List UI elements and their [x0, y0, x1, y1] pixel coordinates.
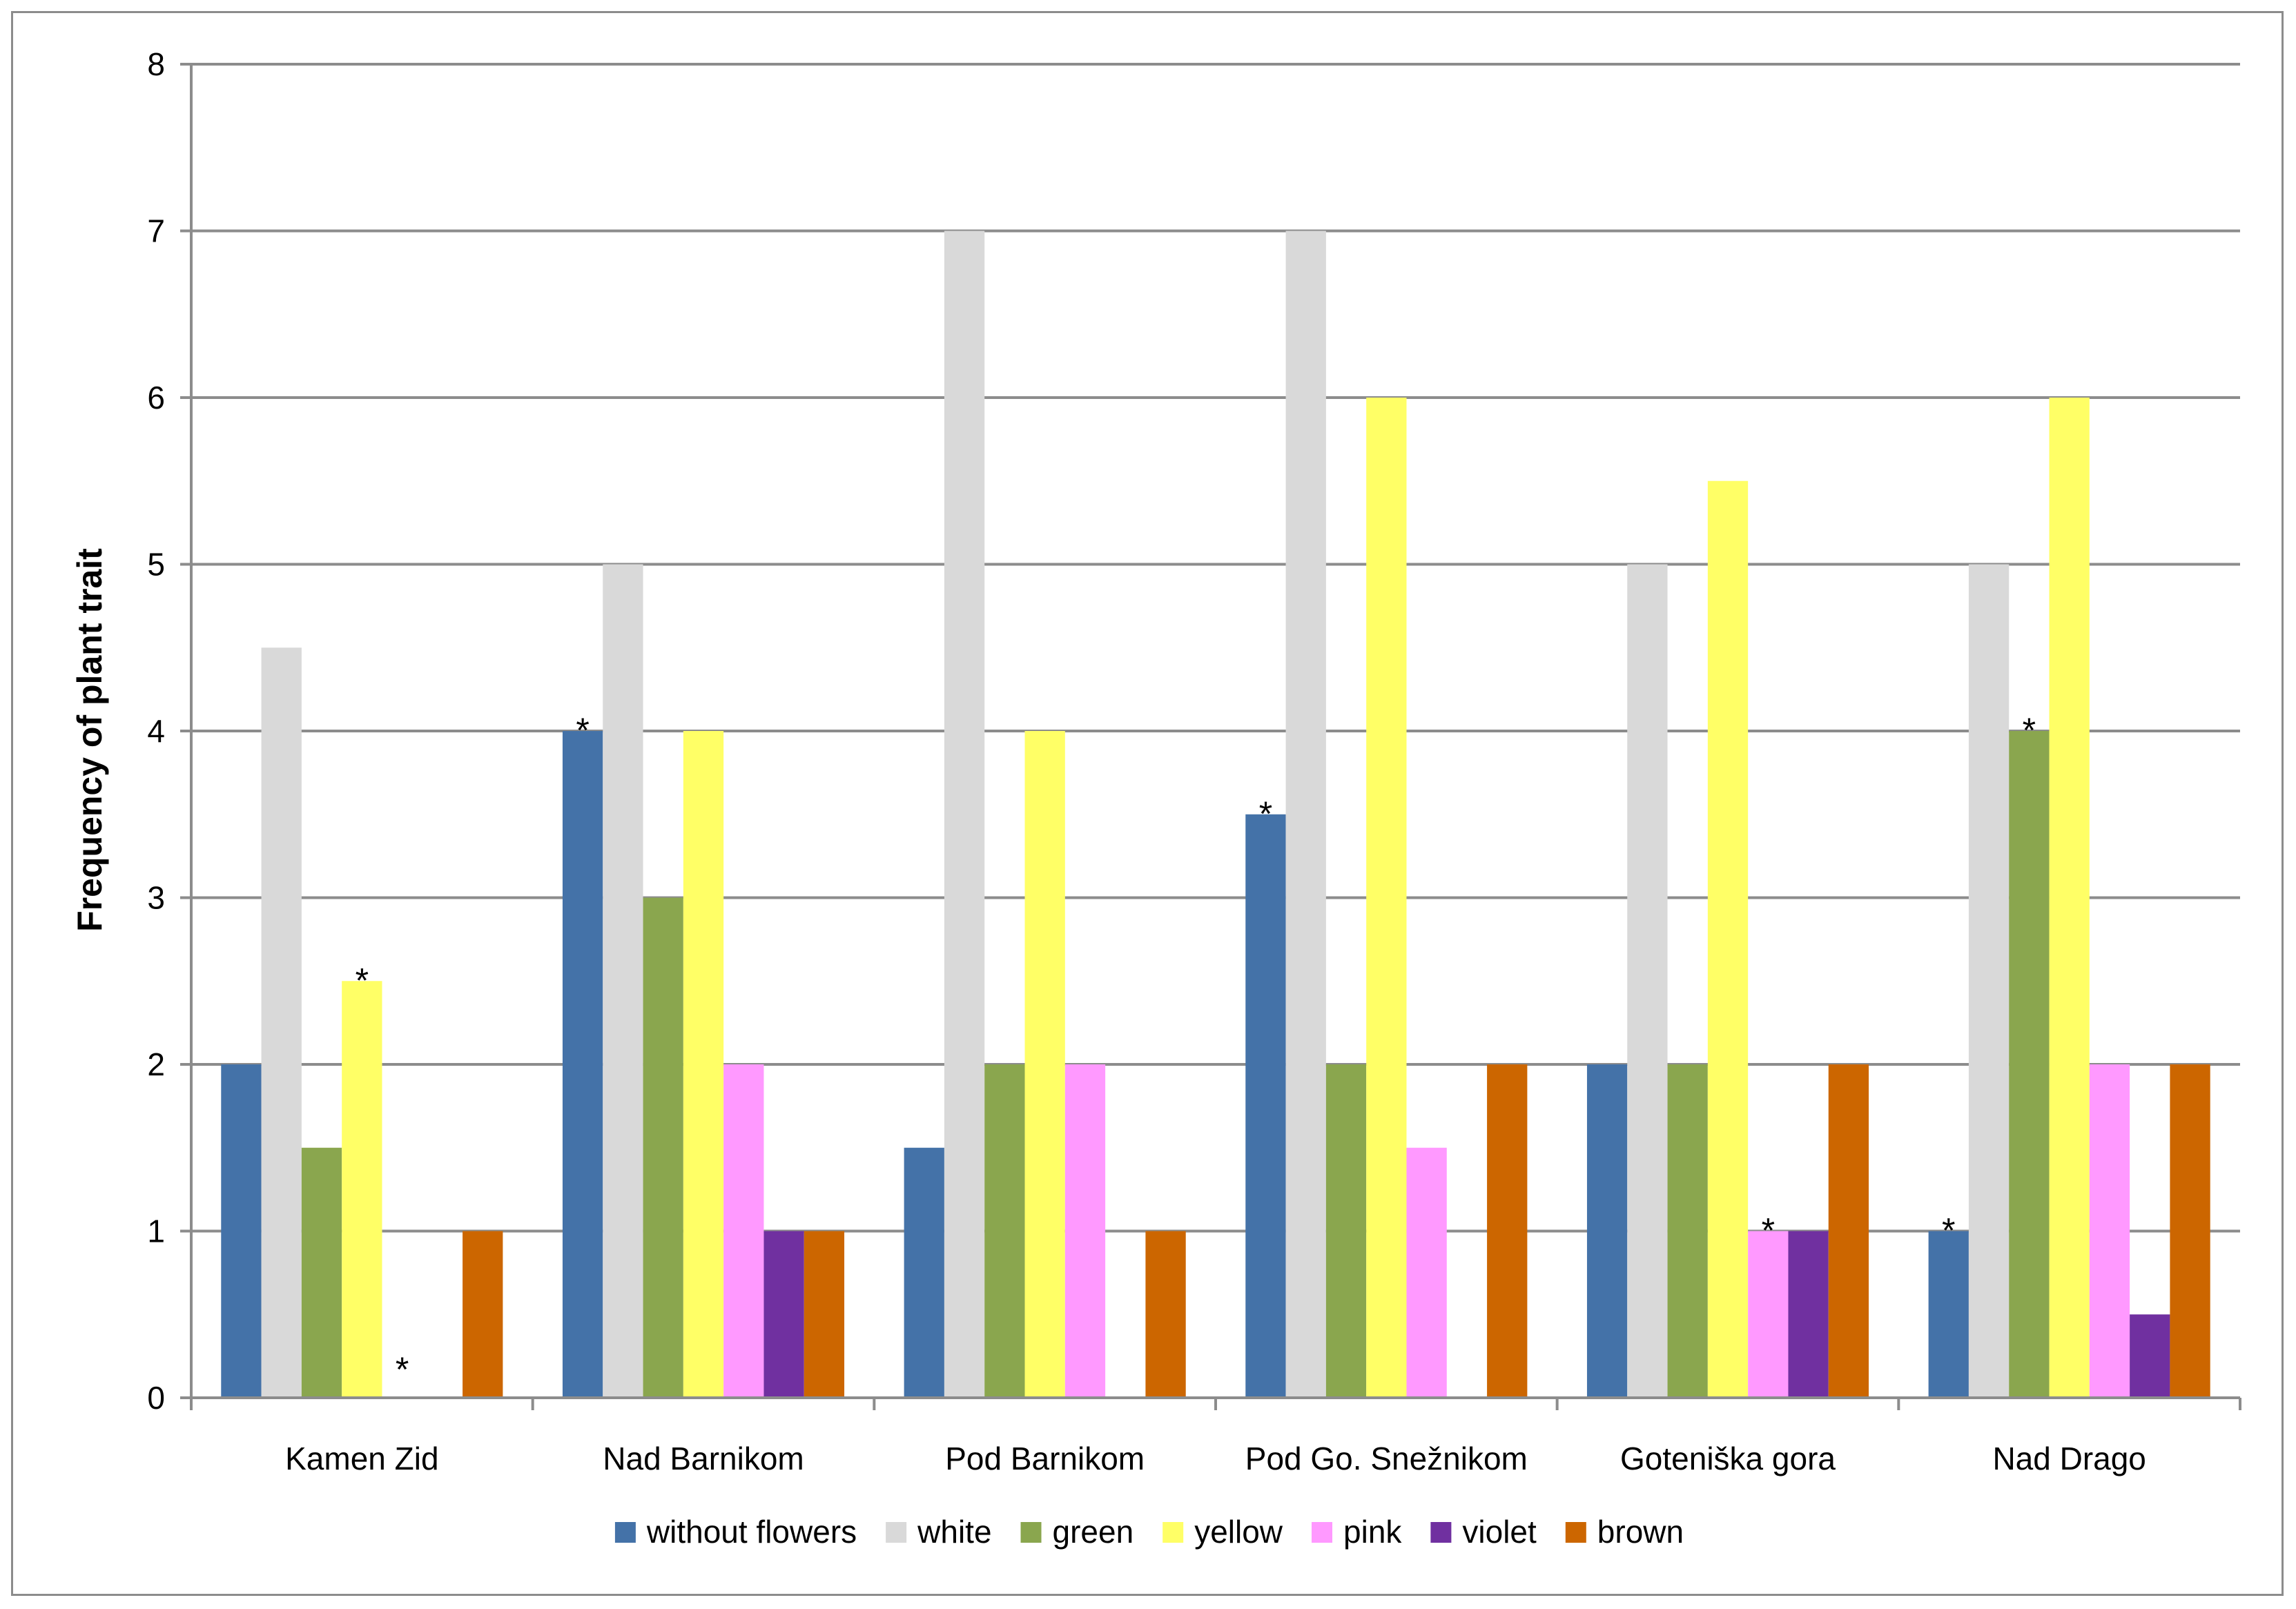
legend-item-without-flowers: without flowers [614, 1514, 857, 1550]
x-tick-label: Nad Drago [1992, 1441, 2146, 1476]
y-tick-label: 5 [147, 547, 165, 583]
y-tick-label: 2 [147, 1046, 165, 1082]
bar-white-0 [261, 647, 302, 1398]
y-tick-label: 0 [147, 1380, 165, 1416]
legend-swatch [1162, 1522, 1184, 1543]
bar-white-4 [1627, 564, 1668, 1398]
bar-yellow-1 [683, 731, 724, 1398]
significance-star: * [2023, 711, 2036, 750]
legend-swatch [1565, 1522, 1586, 1543]
x-tick-labels: Kamen Zid Nad Barnikom Pod Barnikom Pod Go.… [285, 1441, 2146, 1476]
bar-without-flowers-1 [562, 731, 603, 1398]
bar-green-2 [984, 1064, 1025, 1398]
x-tick-label: Pod Go. Snežnikom [1245, 1441, 1528, 1476]
y-tick-label: 3 [147, 880, 165, 916]
bar-without-flowers-5 [1928, 1231, 1969, 1398]
x-tick-label: Pod Barnikom [945, 1441, 1145, 1476]
significance-star: * [576, 711, 589, 750]
x-tick-label: Nad Barnikom [603, 1441, 804, 1476]
significance-star: * [1259, 794, 1272, 833]
bar-without-flowers-3 [1245, 814, 1286, 1398]
legend-label: violet [1462, 1514, 1537, 1550]
legend-item-pink: pink [1312, 1514, 1402, 1550]
y-tick-label: 7 [147, 213, 165, 249]
bar-violet-4 [1788, 1231, 1829, 1398]
legend-item-white: white [886, 1514, 992, 1550]
bar-brown-0 [463, 1231, 503, 1398]
bar-green-0 [301, 1147, 342, 1398]
legend-swatch [886, 1522, 907, 1543]
bar-brown-1 [804, 1231, 845, 1398]
legend: without flowers white green yellow pink viole… [614, 1514, 1684, 1550]
bar-brown-4 [1828, 1064, 1869, 1398]
legend-item-brown: brown [1565, 1514, 1684, 1550]
bar-without-flowers-0 [221, 1064, 262, 1398]
bar-chart: 0 1 2 3 4 5 6 7 8 Kamen Zid Nad Barnikom Pod Barni… [70, 46, 2241, 1550]
significance-star: * [396, 1350, 409, 1389]
significance-markers: * * * * * * * [356, 711, 2036, 1389]
legend-label: pink [1343, 1514, 1402, 1550]
legend-swatch [1312, 1522, 1333, 1543]
bar-green-5 [2009, 731, 2050, 1398]
significance-star: * [356, 961, 369, 999]
bar-without-flowers-2 [904, 1147, 944, 1398]
legend-item-yellow: yellow [1162, 1514, 1283, 1550]
significance-star: * [1762, 1211, 1775, 1250]
bar-violet-1 [763, 1231, 804, 1398]
bar-yellow-0 [342, 981, 382, 1398]
x-tick-label: Kamen Zid [285, 1441, 438, 1476]
bar-yellow-4 [1707, 480, 1749, 1398]
bar-green-1 [643, 897, 683, 1398]
y-tick-label: 4 [147, 713, 165, 749]
bar-pink-1 [723, 1064, 764, 1398]
legend-label: brown [1597, 1514, 1684, 1550]
bar-white-5 [1968, 564, 2010, 1398]
bar-brown-3 [1487, 1064, 1528, 1398]
y-tick-label: 1 [147, 1213, 165, 1249]
bar-white-3 [1285, 231, 1326, 1398]
bar-yellow-3 [1366, 398, 1407, 1398]
bar-pink-3 [1406, 1147, 1447, 1398]
legend-label: white [917, 1514, 991, 1550]
legend-swatch [1020, 1522, 1042, 1543]
bar-brown-2 [1145, 1231, 1186, 1398]
y-tick-label: 6 [147, 380, 165, 416]
x-tick-label: Goteniška gora [1620, 1441, 1836, 1476]
legend-label: without flowers [646, 1514, 857, 1550]
legend-item-green: green [1020, 1514, 1134, 1550]
bar-without-flowers-4 [1586, 1064, 1628, 1398]
y-tick-label: 8 [147, 46, 165, 82]
bar-pink-4 [1748, 1231, 1789, 1398]
bars [221, 231, 2210, 1398]
legend-swatch [1430, 1522, 1452, 1543]
legend-label: yellow [1194, 1514, 1283, 1550]
chart-frame: 0 1 2 3 4 5 6 7 8 Kamen Zid Nad Barnikom Pod Barni… [11, 11, 2284, 1596]
gridlines [191, 63, 2240, 1233]
bar-pink-2 [1064, 1064, 1106, 1398]
y-axis-label: Frequency of plant trait [70, 548, 109, 932]
axes [180, 63, 2241, 1410]
bar-white-2 [944, 231, 985, 1398]
bar-green-4 [1667, 1064, 1708, 1398]
bar-yellow-5 [2049, 398, 2090, 1398]
legend-swatch [614, 1522, 636, 1543]
significance-star: * [1942, 1211, 1955, 1250]
legend-label: green [1053, 1514, 1134, 1550]
bar-pink-5 [2089, 1064, 2130, 1398]
legend-item-violet: violet [1430, 1514, 1537, 1550]
bar-green-3 [1325, 1064, 1367, 1398]
bar-white-1 [603, 564, 643, 1398]
bar-violet-5 [2130, 1314, 2170, 1398]
y-tick-labels: 0 1 2 3 4 5 6 7 8 [147, 46, 165, 1416]
bar-brown-5 [2170, 1064, 2210, 1398]
bar-yellow-2 [1024, 731, 1065, 1398]
